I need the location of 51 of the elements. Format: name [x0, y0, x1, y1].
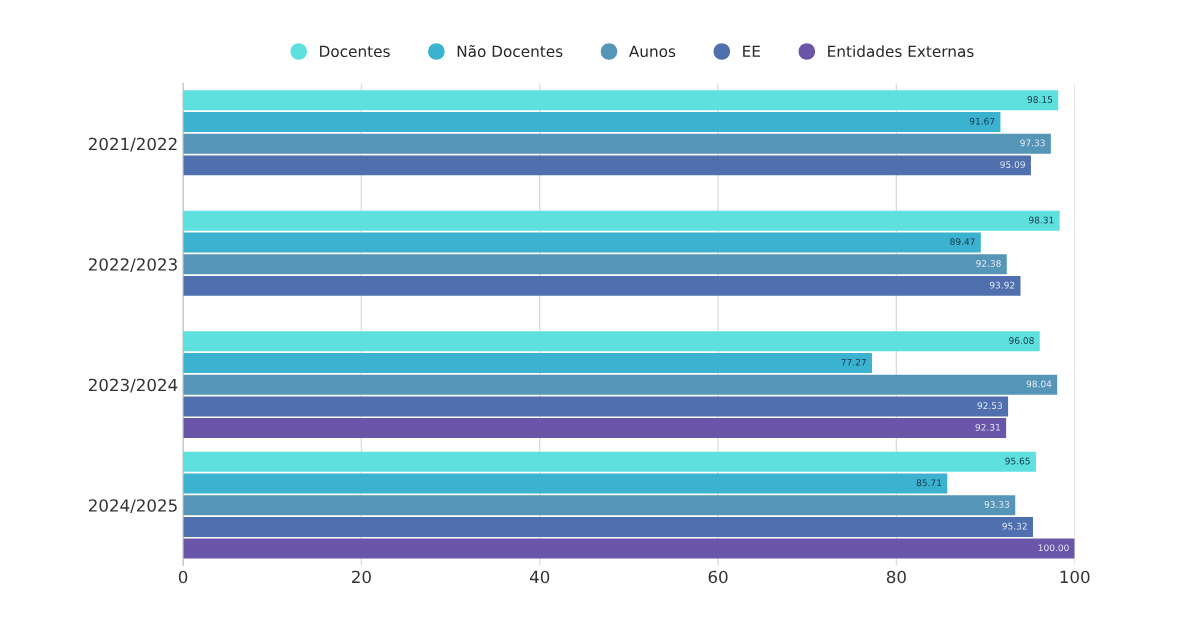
- legend-label: Aunos: [628, 45, 676, 58]
- bar: [183, 275, 1021, 296]
- x-tick-label: 20: [352, 570, 371, 584]
- bar: [183, 451, 1036, 472]
- x-tick-label: 40: [529, 570, 550, 584]
- x-tick-label: 100: [1060, 570, 1090, 584]
- data-label: 92.38: [976, 259, 1001, 267]
- bar: [183, 516, 1033, 537]
- data-label: 97.33: [1020, 139, 1045, 147]
- data-label: 92.53: [977, 402, 1003, 410]
- bar: [183, 538, 1075, 559]
- bar: [183, 112, 1001, 132]
- bar: [183, 418, 1007, 439]
- legend-label: Docentes: [320, 45, 390, 58]
- bar: [183, 495, 1016, 516]
- x-tick-label: 60: [708, 570, 728, 584]
- legend-label: EE: [743, 45, 760, 57]
- bar: [183, 232, 981, 253]
- data-label: 96.08: [1009, 337, 1034, 344]
- legend-label: Entidades Externas: [828, 45, 974, 58]
- data-label: 77.27: [841, 358, 866, 366]
- x-tick-label: 0: [178, 570, 188, 584]
- bar: [183, 374, 1058, 395]
- bar: [183, 353, 873, 373]
- data-label: 85.71: [916, 479, 942, 487]
- data-label: 93.33: [984, 501, 1010, 508]
- bar: [183, 155, 1031, 176]
- bar: [183, 254, 1007, 275]
- data-label: 89.47: [950, 238, 975, 246]
- y-tick-label: 2022/2023: [88, 258, 177, 273]
- y-tick-label: 2023/2024: [88, 378, 178, 393]
- y-tick-label: 2021/2022: [88, 137, 177, 152]
- bar: [183, 90, 1059, 111]
- data-label: 92.31: [975, 423, 1000, 431]
- bar: [183, 396, 1009, 417]
- bar: [183, 210, 1060, 231]
- data-label: 95.65: [1005, 457, 1030, 465]
- bar: [183, 133, 1051, 154]
- data-label: 100.00: [1038, 544, 1069, 552]
- data-label: 98.15: [1027, 96, 1053, 103]
- data-label: 93.92: [989, 281, 1015, 289]
- data-label: 98.31: [1029, 216, 1054, 224]
- data-label: 95.09: [1000, 161, 1025, 168]
- data-label: 95.32: [1002, 522, 1027, 530]
- legend-label: Não Docentes: [457, 44, 563, 58]
- x-tick-label: 80: [886, 570, 906, 584]
- bar: [183, 331, 1040, 352]
- y-tick-label: 2024/2025: [88, 499, 177, 514]
- bar: [183, 473, 948, 494]
- data-label: 91.67: [969, 117, 995, 125]
- data-label: 98.04: [1026, 380, 1052, 388]
